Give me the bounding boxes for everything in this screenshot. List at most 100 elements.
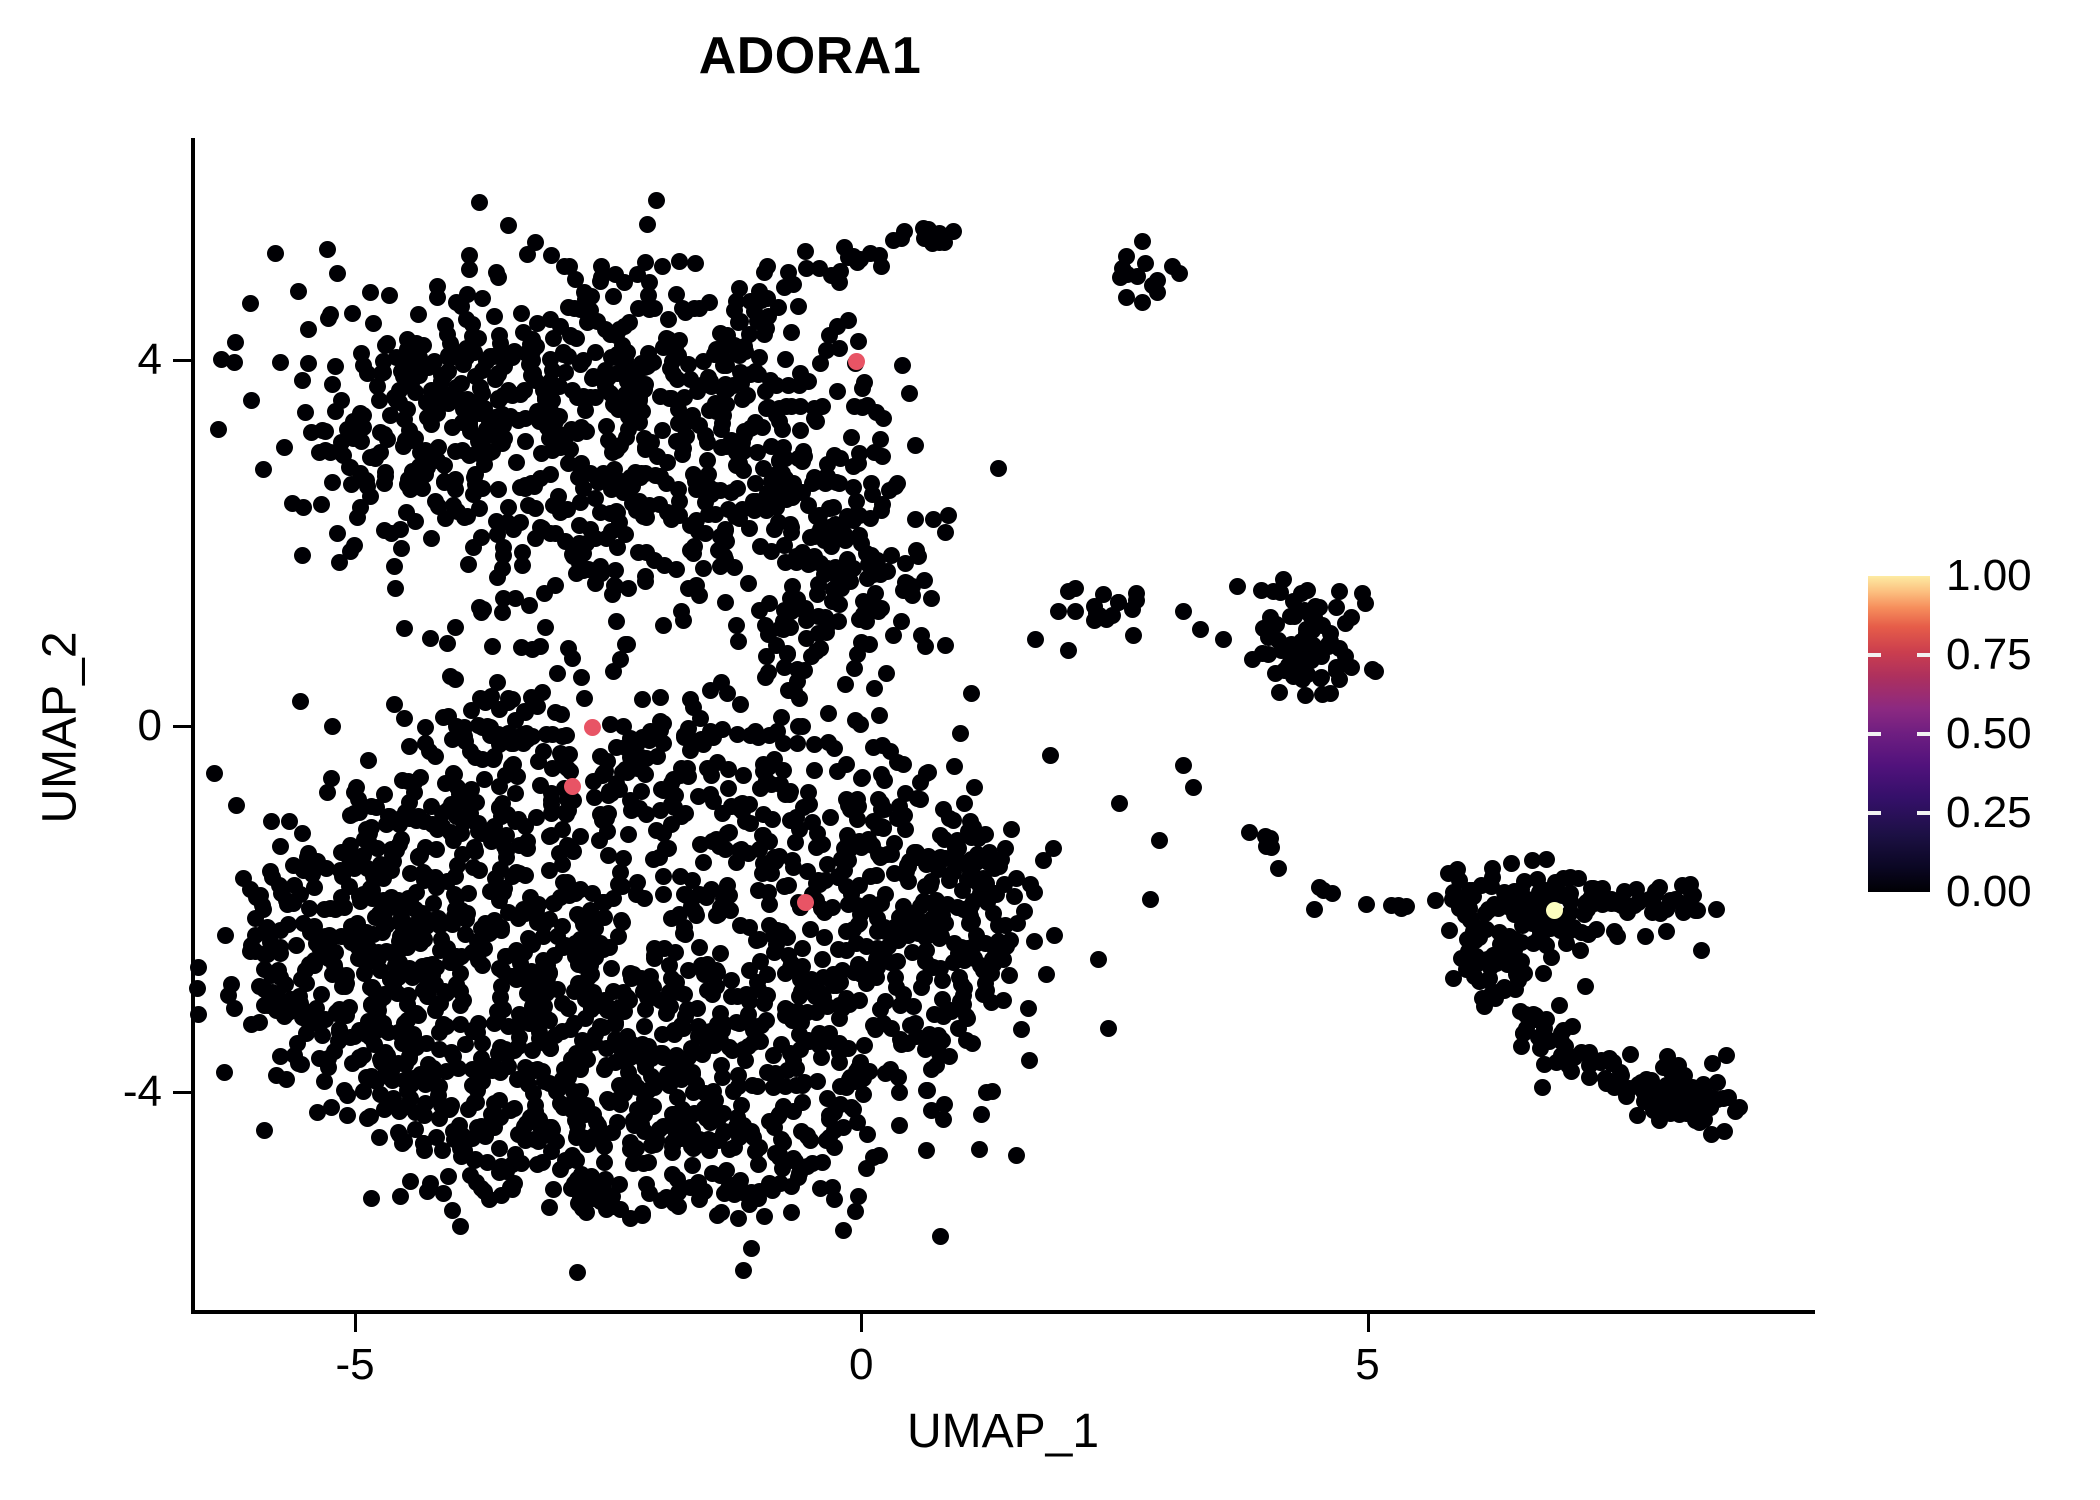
scatter-point xyxy=(320,927,338,945)
scatter-point xyxy=(740,575,758,593)
scatter-point xyxy=(635,1154,653,1172)
scatter-point xyxy=(396,619,414,637)
scatter-point xyxy=(750,728,768,746)
scatter-point xyxy=(542,246,560,264)
scatter-point xyxy=(866,679,884,697)
scatter-point xyxy=(333,392,351,410)
scatter-point xyxy=(898,574,916,592)
scatter-point xyxy=(499,498,517,516)
scatter-point xyxy=(696,1084,714,1102)
scatter-point xyxy=(319,241,337,259)
scatter-point xyxy=(1528,871,1546,889)
scatter-point xyxy=(371,1051,389,1069)
scatter-point xyxy=(779,377,797,395)
scatter-point xyxy=(374,923,392,941)
scatter-point xyxy=(362,818,380,836)
scatter-point xyxy=(1296,686,1314,704)
scatter-point xyxy=(802,648,820,666)
scatter-point xyxy=(654,824,672,842)
scatter-point xyxy=(1690,1114,1708,1132)
colorbar-gradient xyxy=(1868,576,1930,892)
scatter-point xyxy=(693,1045,711,1063)
scatter-point xyxy=(398,354,416,372)
scatter-point xyxy=(516,866,534,884)
scatter-point xyxy=(1440,921,1458,939)
scatter-point xyxy=(1012,1020,1030,1038)
scatter-point xyxy=(269,961,287,979)
x-tick xyxy=(860,1314,864,1332)
colorbar-tick xyxy=(1917,732,1930,736)
scatter-point xyxy=(790,298,808,316)
scatter-point xyxy=(376,463,394,481)
scatter-point xyxy=(743,1240,761,1258)
scatter-point xyxy=(560,455,578,473)
scatter-point xyxy=(1440,864,1458,882)
scatter-point xyxy=(689,383,707,401)
scatter-point xyxy=(591,272,609,290)
scatter-point xyxy=(1513,1038,1531,1056)
scatter-point xyxy=(906,1014,924,1032)
scatter-point xyxy=(473,528,491,546)
scatter-point xyxy=(602,523,620,541)
scatter-point xyxy=(357,937,375,955)
scatter-point xyxy=(619,1063,637,1081)
scatter-point xyxy=(516,382,534,400)
scatter-point xyxy=(574,351,592,369)
scatter-point xyxy=(846,963,864,981)
scatter-point xyxy=(1343,609,1361,627)
scatter-point xyxy=(308,852,326,870)
scatter-point xyxy=(443,1201,461,1219)
scatter-point xyxy=(957,1008,975,1026)
scatter-point xyxy=(683,1156,701,1174)
scatter-point xyxy=(420,358,438,376)
scatter-point xyxy=(953,881,971,899)
scatter-point xyxy=(566,982,584,1000)
scatter-point xyxy=(818,341,836,359)
scatter-point xyxy=(1459,942,1477,960)
scatter-point xyxy=(579,1050,596,1068)
scatter-point xyxy=(1330,670,1348,688)
scatter-point xyxy=(1503,855,1521,873)
scatter-point xyxy=(489,569,507,587)
scatter-point xyxy=(641,274,659,292)
scatter-point xyxy=(648,447,666,465)
scatter-point xyxy=(915,219,933,237)
scatter-point xyxy=(565,843,583,861)
scatter-point xyxy=(541,351,559,369)
scatter-point xyxy=(677,428,695,446)
scatter-point xyxy=(563,650,581,668)
scatter-point xyxy=(789,734,807,752)
scatter-point xyxy=(529,314,547,332)
scatter-point xyxy=(389,1054,407,1072)
scatter-point xyxy=(637,508,655,526)
scatter-point xyxy=(350,1050,368,1068)
scatter-point xyxy=(608,1113,626,1131)
colorbar-tick-label: 0.25 xyxy=(1946,788,2032,837)
scatter-point xyxy=(437,1017,455,1035)
scatter-point xyxy=(526,500,544,518)
scatter-point xyxy=(1125,627,1143,645)
scatter-point xyxy=(656,1070,674,1088)
scatter-point xyxy=(489,268,507,286)
scatter-point xyxy=(771,487,789,505)
scatter-point xyxy=(262,812,280,830)
scatter-point xyxy=(652,712,670,730)
scatter-point xyxy=(428,1076,446,1094)
scatter-point xyxy=(885,626,903,644)
scatter-point xyxy=(1543,948,1561,966)
scatter-point xyxy=(447,671,465,689)
scatter-point xyxy=(488,673,506,691)
scatter-point xyxy=(1727,1103,1745,1121)
scatter-point xyxy=(216,1063,234,1081)
scatter-point xyxy=(329,524,347,542)
scatter-point xyxy=(591,504,609,522)
scatter-point xyxy=(917,1142,935,1160)
scatter-point xyxy=(654,868,672,886)
scatter-point xyxy=(406,513,424,531)
scatter-point xyxy=(1118,248,1136,266)
scatter-point xyxy=(790,1164,808,1182)
colorbar-legend: 1.00 0.75 0.50 0.25 0.00 xyxy=(1868,551,2032,916)
scatter-point xyxy=(705,728,723,746)
scatter-point xyxy=(720,780,738,798)
scatter-point xyxy=(272,354,290,372)
